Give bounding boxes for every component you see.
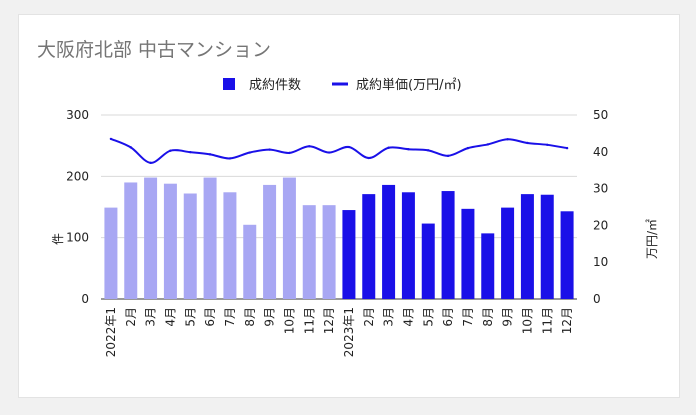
x-tick-label: 9月 [501,307,515,327]
bar [362,194,376,299]
x-tick-label: 10月 [520,307,534,334]
bar [163,183,177,299]
y2-tick-label: 20 [593,218,608,232]
x-tick-label: 4月 [163,307,177,327]
line-point [486,143,489,146]
line-point [248,151,251,154]
y-tick-label: 200 [66,169,89,183]
x-tick-label: 5月 [183,307,197,327]
x-tick-label: 2月 [362,307,376,327]
line-point [149,161,152,165]
line-point [268,148,271,151]
unit-price-line [110,137,568,164]
line-point [387,146,390,149]
line-point [506,138,509,141]
legend: 成約件数 成約単価(万円/㎡) [223,77,462,93]
bar-series [104,177,574,299]
bar [302,205,316,299]
bar [263,184,277,299]
legend-bar-swatch [223,78,235,90]
grid [101,114,577,300]
x-tick-label: 12月 [322,307,336,334]
line-point [308,145,311,148]
x-tick-label: 8月 [243,307,257,327]
x-tick-label: 7月 [223,307,237,327]
line-point [169,149,172,152]
y2-tick-label: 50 [593,108,608,122]
left-axis-ticks: 0 100 200 300 [66,108,89,306]
right-axis-title: 万円/㎡ [645,219,659,259]
x-tick-label: 6月 [203,307,217,327]
bar [382,184,396,299]
bar [481,233,495,299]
bar [461,208,475,299]
x-tick-label: 7月 [461,307,475,327]
bar [124,182,138,299]
bar [421,223,435,299]
bar [104,207,118,299]
x-tick-label: 11月 [540,307,554,334]
x-tick-label: 5月 [421,307,435,327]
x-tick-label: 2023年1 [342,307,356,357]
bar [342,210,356,299]
line-point [189,150,192,154]
line-point [347,145,351,149]
x-tick-label: 3月 [382,307,396,327]
right-axis-ticks: 0 10 20 30 40 50 [593,108,608,306]
bar [322,205,336,299]
bar [243,224,257,299]
y-tick-label: 100 [66,231,89,245]
line-point [546,143,549,147]
x-tick-label: 3月 [144,307,158,327]
x-tick-label: 12月 [560,307,574,334]
x-tick-label: 4月 [401,307,415,327]
bar [560,211,574,299]
bar [520,194,534,299]
line-point [208,153,212,156]
line-point [446,154,450,158]
bar [203,177,217,299]
chart-title: 大阪府北部 中古マンション [37,39,271,61]
line-point [565,146,569,150]
x-tick-label: 2月 [124,307,138,327]
line-point [109,137,113,141]
chart-svg: 大阪府北部 中古マンション 成約件数 成約単価(万円/㎡) 0100200300… [37,39,659,357]
line-point [327,151,331,154]
x-tick-label: 10月 [282,307,296,334]
line-point [407,148,410,151]
y2-tick-label: 40 [593,145,608,159]
x-tick-label: 6月 [441,307,455,327]
bar [282,177,296,299]
line-point [228,157,232,160]
y-tick-label: 0 [81,292,89,306]
y2-tick-label: 10 [593,255,608,269]
chart-card: 大阪府北部 中古マンション 成約件数 成約単価(万円/㎡) 0 100 200 300… [18,14,680,398]
bar [223,192,237,299]
y2-tick-label: 30 [593,182,608,196]
legend-bar-label: 成約件数 [249,78,301,93]
line-point [288,151,291,155]
x-tick-label: 2022年1 [104,307,118,357]
x-tick-label: 11月 [302,307,316,334]
y2-tick-label: 0 [593,292,601,306]
x-axis-ticks: 2022年1 2月 3月 4月 5月 6月 7月 8月 9月 10月 11月 12月 2023年1 2月 3… [104,307,574,357]
x-tick-label: 8月 [481,307,495,327]
bar [540,194,554,299]
line-series [109,137,569,165]
x-tick-label: 9月 [263,307,277,327]
line-point [427,149,430,152]
line-point [129,146,132,149]
line-point [466,146,470,150]
left-axis-title: 件 [51,233,65,245]
bar [441,191,455,299]
y-tick-label: 300 [66,108,89,122]
legend-line-label: 成約単価(万円/㎡) [356,77,462,93]
bar [183,193,197,299]
line-point [367,156,370,160]
bar [144,177,158,299]
bar [501,207,515,299]
bar [401,192,415,299]
line-point [526,141,529,145]
